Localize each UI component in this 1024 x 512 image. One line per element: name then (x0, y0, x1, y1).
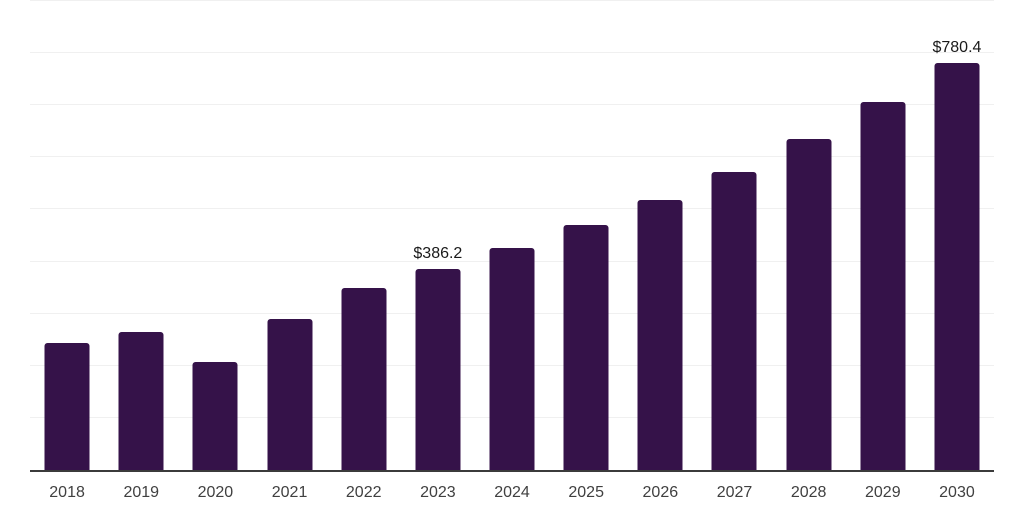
bar-2020 (192, 361, 238, 470)
gridline-900 (30, 0, 994, 1)
tick-label-2021: 2021 (271, 484, 308, 501)
bar-slot-2026 (623, 1, 697, 470)
bar-slot-2025 (549, 1, 623, 470)
bar-2019 (118, 332, 164, 470)
bar-slot-2020 (178, 1, 252, 470)
bar-slot-2021 (252, 1, 326, 470)
tick-label-2019: 2019 (123, 484, 160, 501)
tick-label-2020: 2020 (197, 484, 234, 501)
bar-2021 (267, 318, 313, 470)
value-label-2030: $780.4 (932, 39, 982, 57)
tick-label-2024: 2024 (494, 484, 530, 501)
plot-area: $386.2 $780.4 (30, 0, 994, 472)
gridline-800 (30, 52, 994, 54)
tick-label-2023: 2023 (420, 484, 456, 501)
tick-label-2026: 2026 (642, 484, 679, 501)
bar-slot-2030: $780.4 (920, 1, 994, 470)
bar-2026 (637, 199, 683, 470)
value-label-2023: $386.2 (413, 244, 463, 262)
bar-2028 (786, 139, 832, 470)
gridline-600 (30, 156, 994, 158)
bar-slot-2022 (327, 1, 401, 470)
tick-label-2027: 2027 (716, 484, 753, 501)
bar-slot-2018 (30, 1, 104, 470)
x-axis-tick-labels: 2018 2019 2020 2021 2022 2023 2024 2025 2026 2027… (30, 483, 994, 502)
bar-slot-2019 (104, 1, 178, 470)
bar-2018 (44, 343, 90, 470)
gridline-500 (30, 208, 994, 210)
bar-2022 (341, 287, 387, 470)
bar-slot-2023: $386.2 (401, 1, 475, 470)
bar-2029 (860, 102, 906, 470)
bar-slot-2027 (697, 1, 771, 470)
tick-label-2028: 2028 (790, 484, 827, 501)
bar-2025 (563, 224, 609, 470)
bar-slot-2024 (475, 1, 549, 470)
bar-slot-2028 (772, 1, 846, 470)
tick-label-2030: 2030 (939, 484, 975, 501)
tick-label-2025: 2025 (568, 484, 604, 501)
bar-slot-2029 (846, 1, 920, 470)
x-axis-line (30, 470, 994, 472)
tick-label-2022: 2022 (345, 484, 382, 501)
bar-2023 (415, 268, 461, 470)
bar-2024 (489, 248, 535, 470)
bar-2030 (934, 63, 980, 470)
bar-2027 (711, 171, 757, 470)
tick-label-2018: 2018 (49, 484, 85, 501)
gridline-700 (30, 104, 994, 106)
tick-label-2029: 2029 (865, 484, 901, 501)
bar-slots: $386.2 $780.4 (30, 1, 994, 470)
